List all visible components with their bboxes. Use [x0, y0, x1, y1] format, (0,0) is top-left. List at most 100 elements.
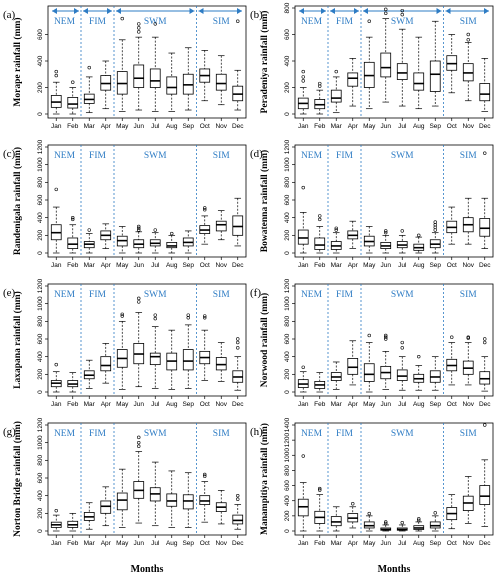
outlier-point [54, 508, 58, 513]
month-label: Jul [398, 123, 407, 130]
month-label: Mar [84, 123, 96, 130]
month-label: Apr [348, 123, 359, 130]
outlier-point [367, 511, 371, 516]
box-iqr [330, 89, 342, 103]
box-nov [215, 490, 227, 525]
outlier-point [153, 228, 157, 232]
month-label: Mar [84, 401, 96, 408]
outlier-point [318, 217, 322, 222]
box-aug [413, 354, 425, 391]
box-jan [50, 187, 62, 254]
panel-b: 0 200 400 600 800 Jan Feb Mar Apr May Jun Jul Aug Sep… [250, 2, 494, 130]
box-iqr [149, 68, 161, 88]
outlier-point [483, 337, 487, 341]
month-label: Mar [84, 262, 96, 269]
season-label: SIM [460, 151, 477, 161]
box-dec [479, 57, 491, 112]
month-label: Feb [67, 540, 79, 547]
box-aug [166, 470, 178, 528]
box-jun [133, 22, 145, 111]
plot-frame [47, 422, 247, 536]
panel-e: 0 200 400 600 800 1000 1200 Jan Feb Mar Apr May Jun J… [3, 278, 247, 408]
box-aug [166, 52, 178, 112]
season-arrowhead [83, 8, 88, 14]
month-label: May [363, 540, 376, 547]
season-label: FIM [89, 429, 106, 439]
season-label: FIM [89, 17, 106, 27]
box-may [363, 333, 375, 393]
outlier-point [203, 316, 207, 320]
outlier-point [71, 217, 75, 222]
outlier-point [400, 12, 404, 17]
box-iqr [347, 358, 359, 375]
box-iqr [215, 357, 227, 371]
outlier-point [384, 337, 388, 341]
month-label: Feb [314, 540, 326, 547]
box-jan [297, 365, 309, 393]
box-mar [83, 359, 95, 389]
box-jul [149, 313, 161, 389]
month-label: Feb [67, 123, 79, 130]
outlier-point [120, 314, 124, 318]
month-label: Nov [215, 262, 227, 269]
month-label: Sep [182, 401, 194, 408]
month-label: May [363, 262, 376, 269]
outlier-point [137, 435, 141, 440]
month-label: Jan [298, 123, 309, 130]
box-may [116, 16, 128, 112]
month-label: Jul [151, 540, 160, 547]
y-tick-label: 1200 [37, 139, 44, 154]
box-iqr [396, 63, 408, 80]
season-arrowhead [52, 8, 57, 14]
season-label: SIM [213, 17, 230, 27]
season-label: SIM [460, 17, 477, 27]
box-iqr [347, 72, 359, 87]
season-label: SWM [391, 17, 414, 27]
outlier-point [384, 11, 388, 16]
outlier-point [236, 19, 240, 23]
box-aug [413, 233, 425, 254]
month-label: Oct [200, 401, 210, 408]
y-tick-label: 600 [37, 194, 44, 205]
box-oct [199, 314, 211, 381]
box-apr [100, 223, 112, 249]
season-label: NEM [301, 151, 323, 161]
panel-letter: (a) [3, 9, 16, 21]
outlier-point [384, 335, 388, 339]
season-label: FIM [336, 151, 353, 161]
box-jun [133, 296, 145, 388]
box-iqr [297, 229, 309, 245]
month-label: Oct [447, 401, 457, 408]
box-iqr [100, 500, 112, 514]
x-axis-title: Months [378, 564, 411, 575]
y-tick-label: 200 [37, 508, 44, 519]
season-label: FIM [336, 17, 353, 27]
box-iqr [182, 349, 194, 371]
season-label: SWM [391, 429, 414, 439]
outlier-point [54, 69, 58, 74]
season-label: SIM [213, 290, 230, 300]
box-sep [182, 472, 194, 528]
box-iqr [479, 371, 491, 385]
month-label: Jan [298, 540, 309, 547]
season-label: SWM [391, 151, 414, 161]
y-tick-label: 800 [284, 2, 291, 13]
month-label: Mar [84, 540, 96, 547]
box-may [363, 19, 375, 110]
box-sep [429, 220, 441, 254]
panel-letter: (h) [250, 426, 263, 438]
month-label: Jan [51, 262, 62, 269]
box-iqr [479, 485, 491, 505]
box-iqr [149, 352, 161, 366]
box-mar [330, 69, 342, 114]
outlier-point [351, 502, 355, 506]
outlier-point [450, 335, 454, 339]
season-label: NEM [301, 429, 323, 439]
month-label: Nov [462, 123, 474, 130]
y-tick-label: 400 [284, 55, 291, 66]
box-mar [83, 228, 95, 254]
box-iqr [67, 237, 79, 249]
outlier-point [170, 231, 174, 236]
y-tick-label: 400 [284, 351, 291, 362]
month-label: Sep [429, 123, 441, 130]
